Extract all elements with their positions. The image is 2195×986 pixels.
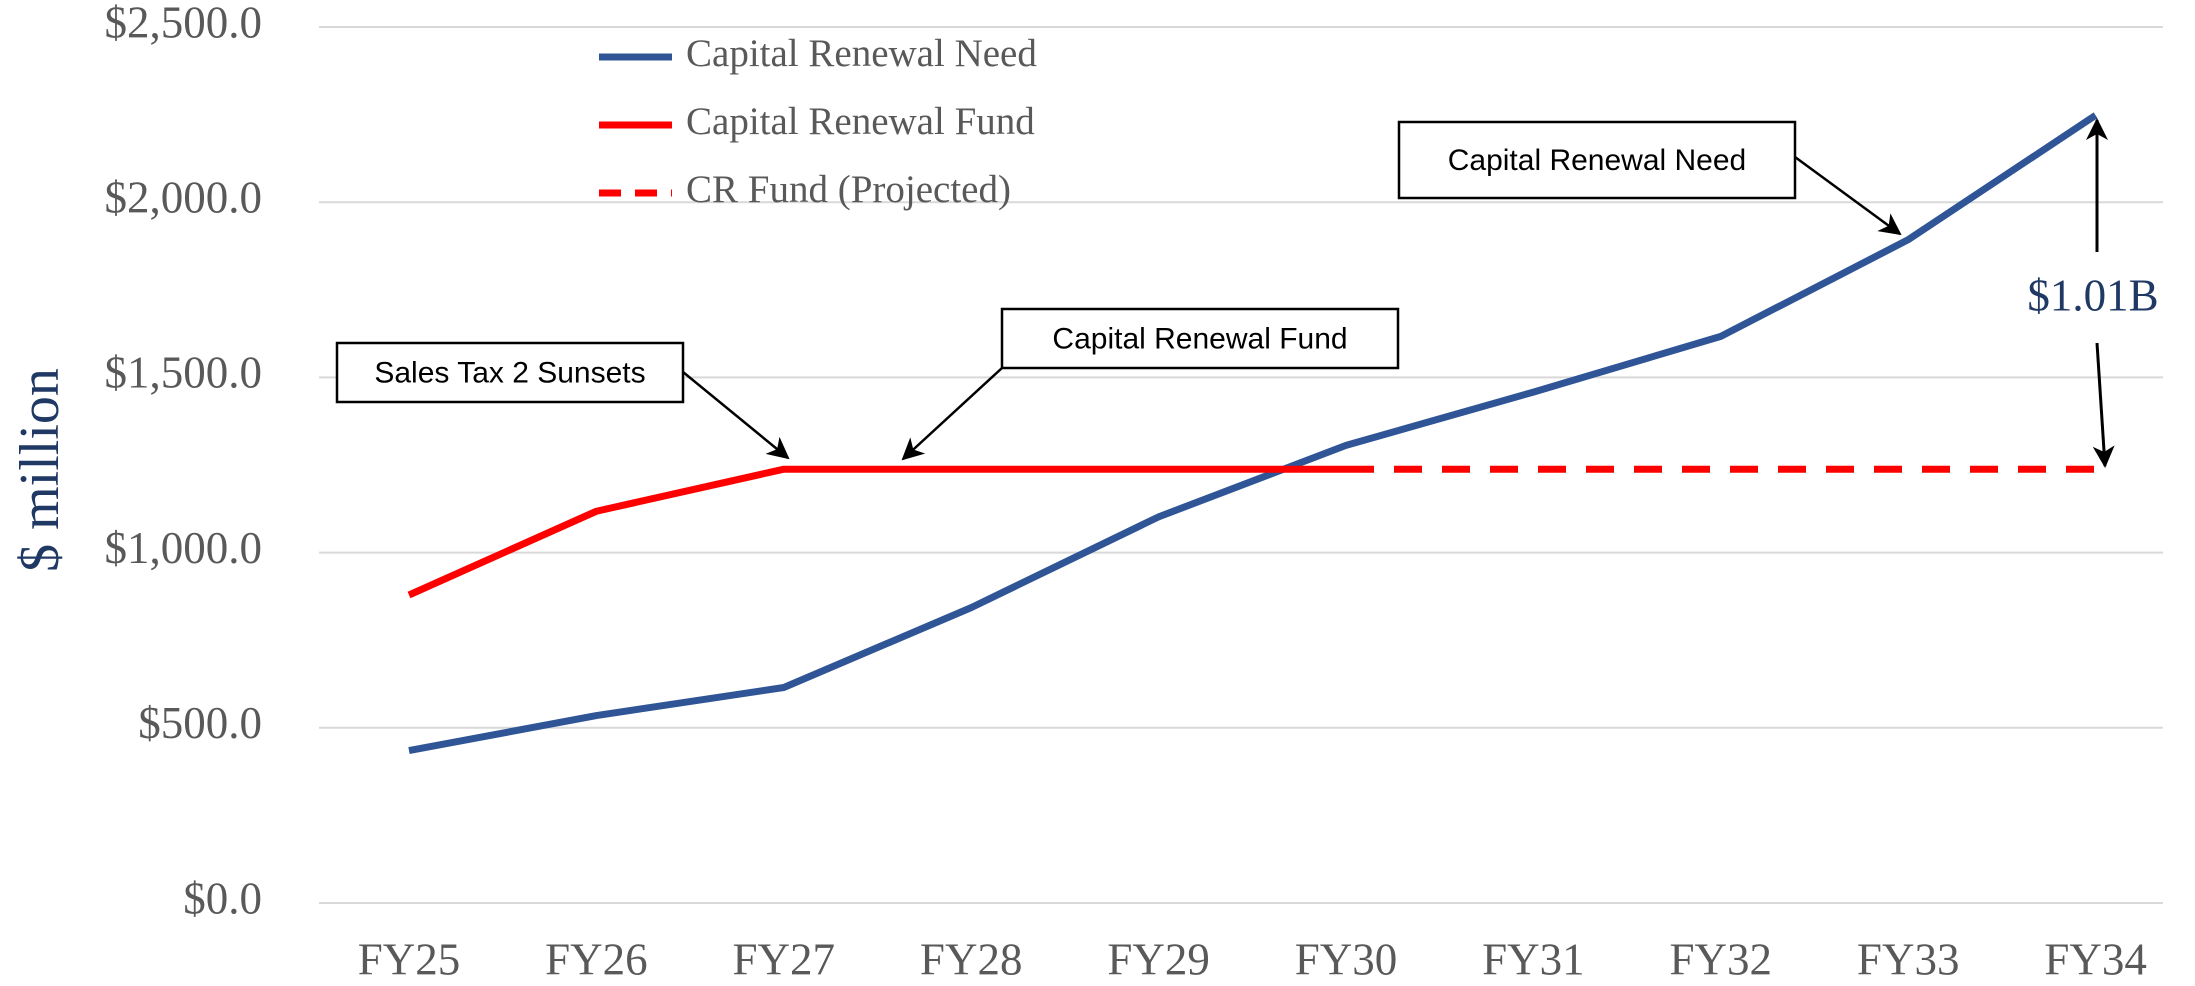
annotation-text: Sales Tax 2 Sunsets	[374, 356, 645, 389]
annotation-text: Capital Renewal Need	[1448, 144, 1747, 177]
x-tick-label: FY27	[733, 934, 836, 984]
annotation-arrow	[2092, 342, 2115, 468]
y-tick-label: $0.0	[183, 873, 262, 923]
y-tick-label: $500.0	[138, 698, 262, 748]
y-tick-label: $1,000.0	[105, 523, 263, 573]
y-tick-label: $2,500.0	[105, 0, 263, 47]
series-line	[408, 112, 2098, 755]
x-tick-label: FY32	[1670, 934, 1773, 984]
annotation-arrow	[682, 371, 790, 460]
x-tick-label: FY34	[2044, 934, 2147, 984]
x-tick-label: FY26	[545, 934, 648, 984]
annotation-box	[1000, 307, 1400, 370]
annotation-text: $1.01B	[2027, 270, 2158, 320]
annotation-arrow	[901, 367, 1003, 461]
y-tick-label: $1,500.0	[105, 348, 263, 398]
x-tick-label: FY28	[920, 934, 1023, 984]
x-tick-label: FY30	[1295, 934, 1398, 984]
x-tick-label: FY31	[1482, 934, 1585, 984]
x-tick-label: FY25	[358, 934, 461, 984]
x-tick-label: FY29	[1107, 934, 1210, 984]
annotation-box	[335, 341, 685, 404]
x-tick-label: FY33	[1857, 934, 1960, 984]
annotation-text: Capital Renewal Fund	[1052, 322, 1347, 355]
legend-label: CR Fund (Projected)	[686, 168, 1011, 211]
y-tick-label: $2,000.0	[105, 173, 263, 223]
series-line	[407, 465, 1346, 599]
annotation-box	[1397, 120, 1797, 200]
annotation-arrow	[1794, 155, 1902, 236]
legend-label: Capital Renewal Fund	[686, 100, 1035, 143]
legend-label: Capital Renewal Need	[686, 32, 1037, 75]
y-axis-label: $ million	[9, 368, 71, 572]
